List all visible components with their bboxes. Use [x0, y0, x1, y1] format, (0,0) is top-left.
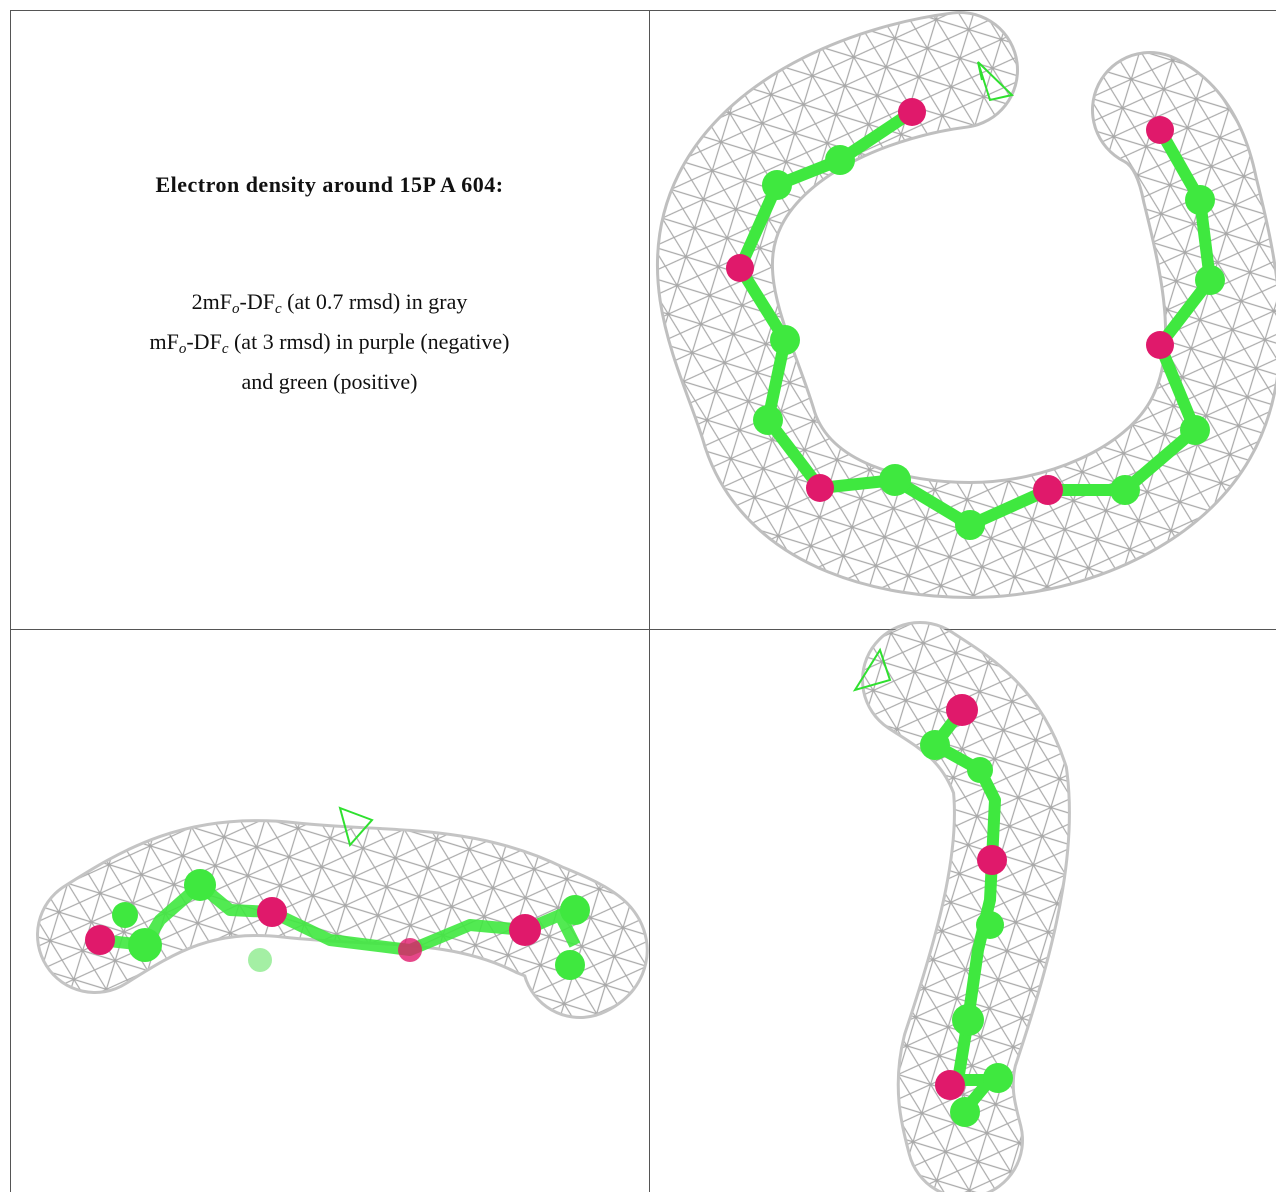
- text: -DF: [240, 289, 275, 314]
- text: 2mF: [192, 289, 232, 314]
- caption-title: Electron density around 15P A 604:: [10, 172, 649, 198]
- caption-lines: 2mFo-DFc (at 0.7 rmsd) in gray mFo-DFc (…: [10, 282, 649, 402]
- density-view-side: [85, 808, 590, 980]
- subscript: o: [232, 301, 240, 317]
- text: (at 3 rmsd) in purple (negative): [228, 329, 509, 354]
- page: Electron density around 15P A 604: 2mFo-…: [0, 0, 1276, 1192]
- subscript: c: [275, 301, 282, 317]
- text: -DF: [186, 329, 221, 354]
- density-view-end: [855, 650, 1013, 1140]
- density-view-top: [715, 62, 1225, 540]
- caption: Electron density around 15P A 604: 2mFo-…: [10, 10, 649, 629]
- text: (at 0.7 rmsd) in gray: [282, 289, 468, 314]
- caption-line: and green (positive): [10, 362, 649, 402]
- caption-line: mFo-DFc (at 3 rmsd) in purple (negative): [10, 322, 649, 362]
- text: mF: [150, 329, 179, 354]
- caption-line: 2mFo-DFc (at 0.7 rmsd) in gray: [10, 282, 649, 322]
- text: and green (positive): [242, 369, 418, 394]
